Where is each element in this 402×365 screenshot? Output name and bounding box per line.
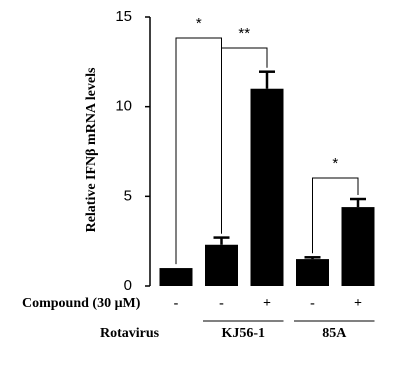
bar xyxy=(341,207,375,286)
rotavirus-label: Rotavirus xyxy=(100,326,160,341)
y-tick-label: 5 xyxy=(124,187,132,204)
compound-sign: + xyxy=(354,296,362,311)
bar xyxy=(205,244,238,286)
significance-bracket xyxy=(175,37,222,265)
group-label: 85A xyxy=(322,326,347,341)
bar xyxy=(296,259,329,286)
bar xyxy=(159,268,193,286)
compound-sign: - xyxy=(219,296,224,311)
significance-label: * xyxy=(332,155,338,172)
significance-label: * xyxy=(196,15,202,32)
significance-bracket xyxy=(312,177,359,254)
y-tick-label: 0 xyxy=(124,277,132,294)
y-tick-label: 10 xyxy=(115,98,132,115)
y-axis-label: Relative IFNβ mRNA levels xyxy=(84,67,99,232)
y-tick-label: 15 xyxy=(115,8,132,25)
group-label: KJ56-1 xyxy=(221,326,265,341)
bar xyxy=(250,88,284,286)
significance-bracket xyxy=(221,47,268,234)
significance-label: ** xyxy=(238,25,250,42)
compound-label: Compound (30 μM) xyxy=(22,296,141,311)
compound-sign: + xyxy=(263,296,271,311)
compound-sign: - xyxy=(310,296,315,311)
compound-sign: - xyxy=(174,296,179,311)
